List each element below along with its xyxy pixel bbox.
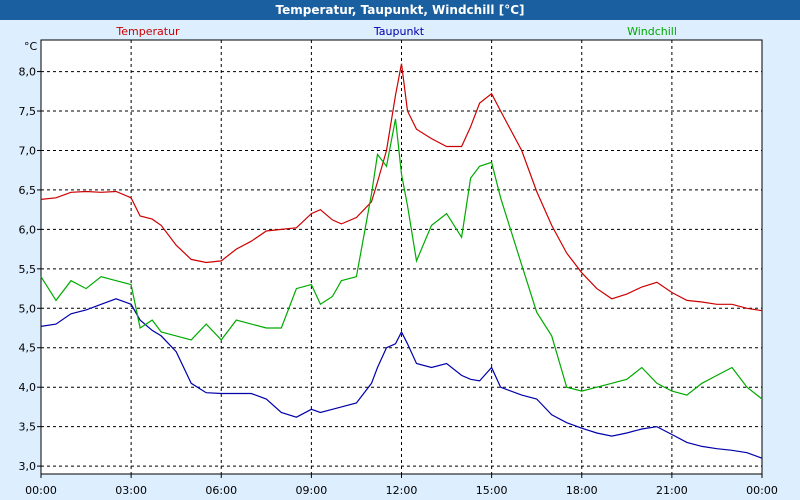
x-tick-time: 21:00	[656, 484, 688, 497]
legend-windchill: Windchill	[627, 25, 677, 38]
y-axis-ticks: 3,0 3,5 4,0 4,5 5,0 5,5 6,0 6,5 7,0 7,5 8,0	[19, 66, 41, 473]
grid-lines	[41, 40, 762, 474]
y-axis-unit-label: °C	[24, 40, 38, 53]
x-tick-time: 06:00	[205, 484, 237, 497]
chart-canvas: 3,03,54,04,55,05,56,06,57,07,58,0 00:002…	[19, 25, 778, 497]
y-tick-label: 7,0	[19, 144, 37, 157]
x-tick-time: 18:00	[566, 484, 598, 497]
y-tick-label: 8,0	[19, 66, 37, 79]
x-tick-time: 03:00	[115, 484, 147, 497]
y-tick-label: 6,5	[19, 184, 37, 197]
series-line-temperatur	[40, 63, 763, 312]
y-tick-label: 5,5	[19, 263, 37, 276]
chart-title: Temperatur, Taupunkt, Windchill [°C]	[0, 0, 800, 20]
x-axis-ticks: 00:0028.11.1403:0028.11.1406:0028.11.140…	[25, 474, 778, 497]
y-tick-label: 5,0	[19, 302, 37, 315]
legend-temperatur: Temperatur	[115, 25, 180, 38]
y-tick-label: 6,0	[19, 223, 37, 236]
y-tick-label: 4,0	[19, 381, 37, 394]
x-tick-time: 09:00	[296, 484, 328, 497]
y-tick-label: 3,0	[19, 460, 37, 473]
x-tick-time: 12:00	[386, 484, 418, 497]
y-tick-label: 3,5	[19, 421, 37, 434]
series-lines	[40, 63, 763, 459]
y-tick-label: 7,5	[19, 105, 37, 118]
series-line-windchill	[40, 118, 763, 400]
x-tick-time: 00:00	[746, 484, 778, 497]
x-tick-time: 00:00	[25, 484, 57, 497]
y-tick-label: 4,5	[19, 342, 37, 355]
series-line-taupunkt	[40, 298, 763, 459]
x-tick-time: 15:00	[476, 484, 508, 497]
legend-taupunkt: Taupunkt	[373, 25, 425, 38]
